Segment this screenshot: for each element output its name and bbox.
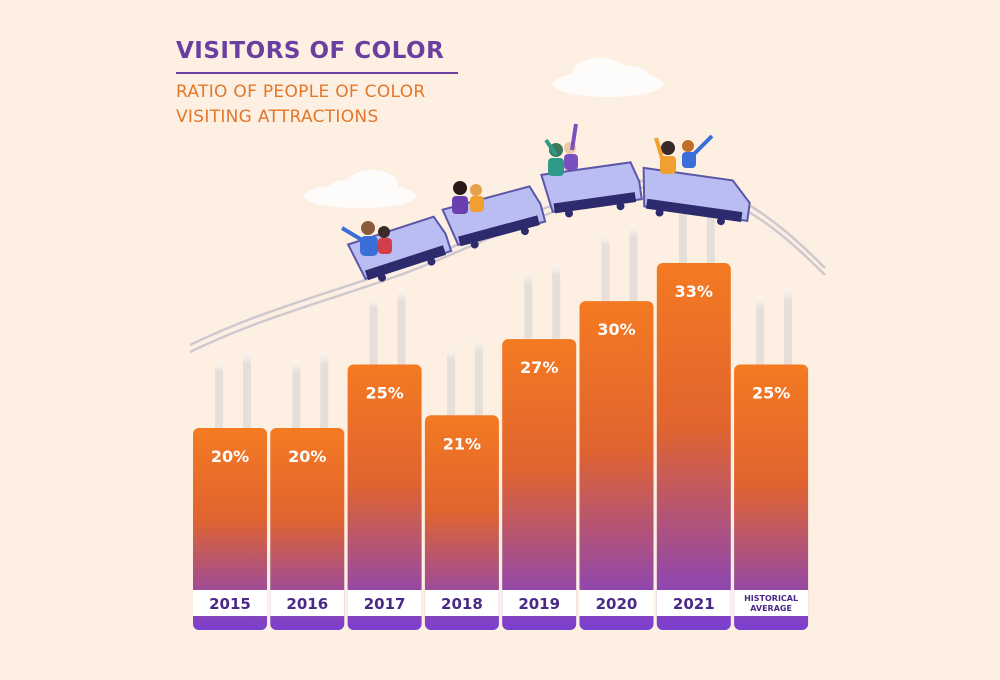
roller-coaster-supports <box>215 183 793 428</box>
data-label: 25% <box>365 384 403 403</box>
category-label: 2015 <box>209 595 251 613</box>
coaster-support-post <box>678 193 687 263</box>
category-label: 2019 <box>518 595 560 613</box>
category-label-band <box>270 590 345 616</box>
coaster-support-post <box>524 269 533 340</box>
data-label: 21% <box>443 434 481 453</box>
bar-2021 <box>656 263 731 630</box>
coaster-support-post <box>320 348 329 428</box>
coaster-support-post <box>215 358 223 428</box>
category-label-band <box>502 590 577 616</box>
coaster-support-post <box>756 294 765 365</box>
coaster-support-post <box>243 348 251 428</box>
coaster-support-post <box>784 284 793 365</box>
bar-2019 <box>502 339 577 630</box>
cloud-icon <box>304 170 416 208</box>
data-label: 25% <box>752 384 790 403</box>
category-label: 2018 <box>441 595 483 613</box>
data-label: 20% <box>288 447 326 466</box>
category-label-band <box>193 590 267 616</box>
coaster-support-post <box>706 183 715 263</box>
coaster-support-post <box>552 259 561 340</box>
category-label-band <box>347 590 422 616</box>
category-label: AVERAGE <box>750 604 792 613</box>
chart-subtitle-line-2: VISITING ATTRACTIONS <box>176 107 379 127</box>
category-label: 2020 <box>596 595 638 613</box>
category-label: 2017 <box>364 595 406 613</box>
bar-2017 <box>347 364 422 630</box>
category-label: 2021 <box>673 595 715 613</box>
bar-2016 <box>270 428 345 630</box>
coaster-support-post <box>629 221 638 302</box>
coaster-support-post <box>474 335 483 416</box>
chart-subtitle-line-1: RATIO OF PEOPLE OF COLOR <box>176 82 426 102</box>
data-label: 33% <box>675 282 713 301</box>
bar-2018 <box>424 415 499 630</box>
bars: 20% 2015 20% 2016 25% 2017 21% 2018 27% 2019 30% 20… <box>193 263 809 630</box>
coaster-support-post <box>292 358 301 428</box>
category-label: 2016 <box>286 595 328 613</box>
data-label: 20% <box>211 447 249 466</box>
coaster-support-post <box>446 345 455 416</box>
category-label: HISTORICAL <box>744 594 798 603</box>
coaster-support-post <box>397 284 406 365</box>
bar-historical-average <box>734 364 809 630</box>
data-label: 30% <box>597 320 635 339</box>
coaster-support-post <box>369 294 378 365</box>
bar-2020 <box>579 301 654 630</box>
title-divider <box>176 72 458 74</box>
category-label-band <box>656 590 731 616</box>
rider-icon <box>340 123 714 256</box>
chart-title: VISITORS OF COLOR <box>176 38 445 64</box>
category-label-band <box>734 590 809 616</box>
category-label-band <box>424 590 499 616</box>
roller-coaster-cart-icon <box>346 161 751 282</box>
category-label-band <box>579 590 654 616</box>
cloud-icon <box>553 58 663 97</box>
bar-2015 <box>193 428 267 630</box>
data-label: 27% <box>520 358 558 377</box>
coaster-support-post <box>601 231 610 302</box>
